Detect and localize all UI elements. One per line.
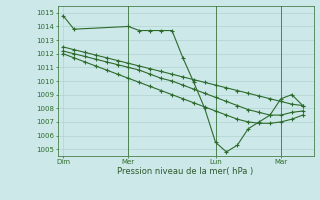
X-axis label: Pression niveau de la mer( hPa ): Pression niveau de la mer( hPa ) [117,167,254,176]
